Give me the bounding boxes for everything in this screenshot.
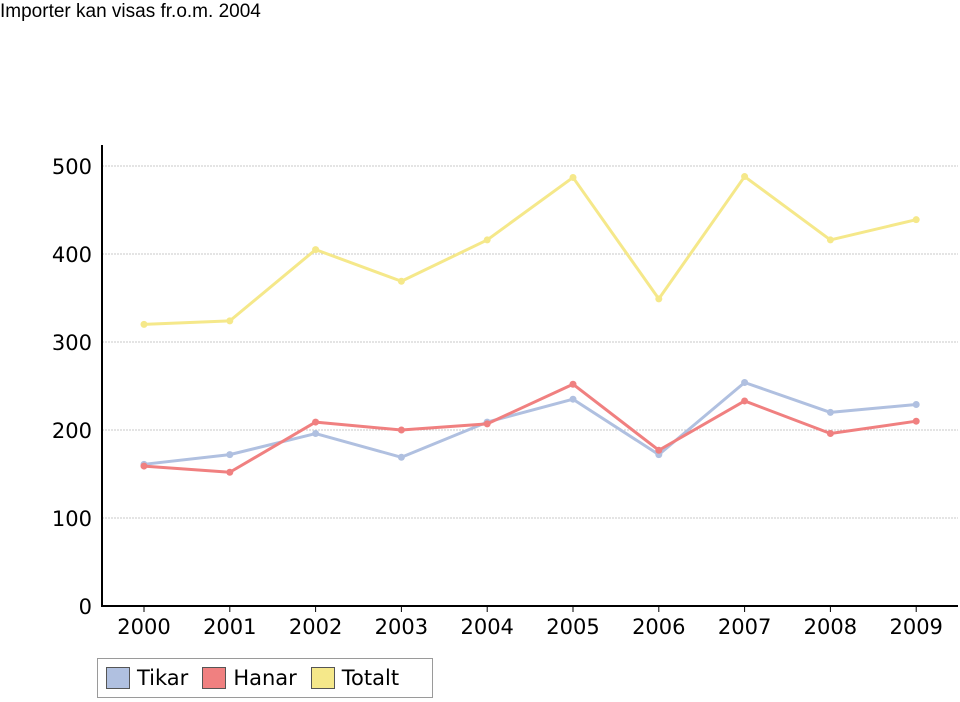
x-tick-label: 2005 — [546, 615, 599, 639]
data-point-tikar — [912, 400, 920, 408]
data-point-totalt — [826, 236, 834, 244]
legend: Tikar Hanar Totalt — [97, 658, 433, 698]
grid-lines — [102, 165, 958, 519]
data-point-tikar — [312, 430, 320, 438]
legend-item-totalt: Totalt — [310, 666, 400, 690]
legend-item-tikar: Tikar — [106, 666, 188, 690]
y-tick-label: 400 — [52, 243, 92, 267]
data-point-hanar — [483, 420, 491, 428]
series-line-hanar — [143, 382, 917, 474]
legend-item-hanar: Hanar — [202, 666, 297, 690]
page-title: Importer kan visas fr.o.m. 2004 — [0, 1, 261, 22]
data-point-totalt — [483, 236, 491, 244]
x-tick-label: 2008 — [804, 615, 857, 639]
data-point-hanar — [226, 468, 234, 476]
x-tick-label: 2003 — [375, 615, 428, 639]
legend-label-tikar: Tikar — [137, 666, 189, 690]
data-point-tikar — [226, 451, 234, 459]
legend-swatch-tikar — [106, 667, 130, 689]
data-point-tikar — [741, 378, 749, 386]
data-point-tikar — [826, 408, 834, 416]
x-tick-label: 2004 — [460, 615, 513, 639]
legend-swatch-hanar — [202, 667, 227, 689]
x-tick-labels: 2000 2001 2002 2003 2004 2005 2006 2007 2008 2009 — [117, 615, 943, 639]
x-tick-label: 2001 — [203, 615, 256, 639]
x-tick-label: 2006 — [632, 615, 685, 639]
data-point-hanar — [312, 418, 320, 426]
legend-swatch-totalt — [310, 667, 335, 689]
series-line-tikar — [143, 380, 917, 466]
x-tick-label: 2009 — [889, 615, 942, 639]
y-tick-labels: 0 100 200 300 400 500 — [52, 155, 92, 619]
data-point-hanar — [741, 397, 749, 405]
legend-label-hanar: Hanar — [233, 666, 297, 690]
y-tick-label: 200 — [52, 419, 92, 443]
y-tick-label: 300 — [52, 331, 92, 355]
legend-label-totalt: Totalt — [341, 666, 400, 690]
data-point-totalt — [226, 317, 234, 325]
y-tick-label: 500 — [52, 155, 92, 179]
data-point-totalt — [312, 246, 320, 254]
data-point-totalt — [397, 277, 405, 285]
data-point-hanar — [140, 462, 148, 470]
data-point-hanar — [912, 417, 920, 425]
data-point-totalt — [912, 216, 920, 224]
data-point-tikar — [569, 395, 577, 403]
series-lines — [140, 173, 920, 476]
axes — [101, 145, 958, 612]
data-point-totalt — [741, 173, 749, 181]
series-line-totalt — [143, 175, 917, 326]
x-tick-label: 2007 — [718, 615, 771, 639]
data-point-totalt — [655, 295, 663, 303]
data-point-totalt — [569, 173, 577, 181]
data-point-totalt — [140, 320, 148, 328]
x-tick-label: 2002 — [289, 615, 342, 639]
y-tick-label: 100 — [52, 507, 92, 531]
data-point-hanar — [397, 426, 405, 434]
data-point-hanar — [655, 446, 663, 454]
data-point-hanar — [569, 380, 577, 388]
data-point-hanar — [826, 430, 834, 438]
data-point-tikar — [397, 453, 405, 461]
x-tick-label: 2000 — [117, 615, 170, 639]
y-tick-label: 0 — [79, 595, 92, 619]
